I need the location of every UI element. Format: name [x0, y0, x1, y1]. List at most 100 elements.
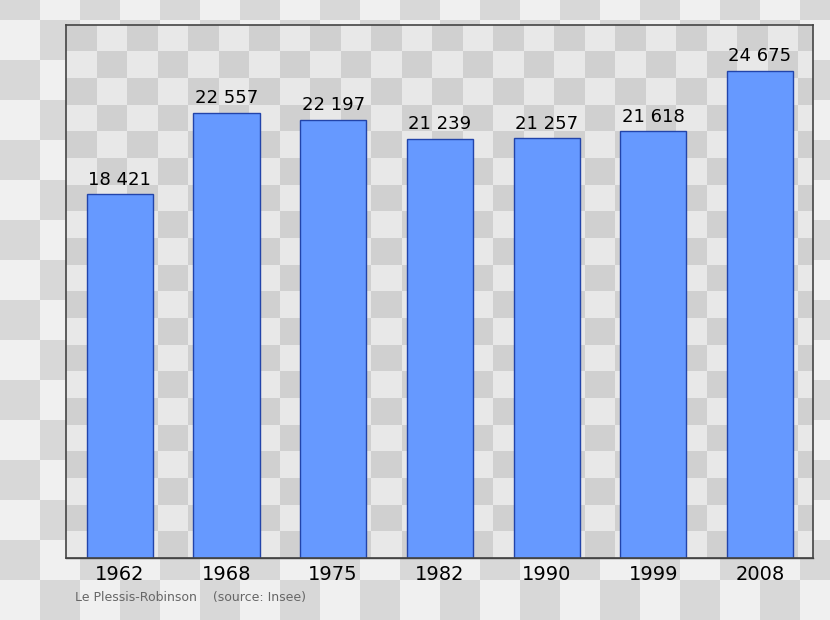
Bar — [720, 500, 760, 540]
Bar — [680, 380, 720, 420]
Bar — [480, 180, 520, 220]
Bar — [554, 25, 584, 51]
Bar — [480, 580, 520, 620]
Bar — [280, 371, 310, 398]
Bar — [768, 505, 798, 531]
Bar — [127, 345, 158, 371]
Bar — [584, 318, 615, 345]
Bar — [280, 25, 310, 51]
Bar — [680, 220, 720, 260]
Bar — [127, 51, 158, 78]
Bar — [615, 478, 646, 505]
Bar — [493, 185, 524, 211]
Bar — [560, 220, 600, 260]
Bar — [188, 478, 219, 505]
Bar — [615, 211, 646, 238]
Bar — [320, 100, 360, 140]
Bar — [560, 380, 600, 420]
Bar — [727, 71, 793, 558]
Bar — [280, 78, 310, 105]
Bar — [524, 425, 554, 451]
Bar — [280, 260, 320, 300]
Bar — [310, 318, 341, 345]
Bar — [600, 340, 640, 380]
Bar — [249, 478, 280, 505]
Bar — [219, 51, 249, 78]
Bar — [798, 531, 828, 558]
Bar — [40, 500, 80, 540]
Bar — [798, 238, 828, 265]
Bar — [0, 220, 40, 260]
Text: 21 257: 21 257 — [515, 115, 579, 133]
Bar — [97, 398, 127, 425]
Bar — [40, 300, 80, 340]
Bar — [320, 0, 360, 20]
Bar — [360, 420, 400, 460]
Bar — [768, 158, 798, 185]
Bar — [554, 345, 584, 371]
Bar — [80, 260, 120, 300]
Bar — [341, 505, 371, 531]
Bar — [280, 540, 320, 580]
Bar — [371, 78, 402, 105]
Bar — [480, 0, 520, 20]
Bar — [40, 340, 80, 380]
Bar — [828, 105, 830, 131]
Bar — [249, 345, 280, 371]
Bar — [66, 0, 97, 25]
Bar — [200, 380, 240, 420]
Bar — [97, 371, 127, 398]
Bar — [646, 265, 676, 291]
Bar — [480, 380, 520, 420]
Bar — [768, 105, 798, 131]
Bar — [524, 78, 554, 105]
Bar — [341, 291, 371, 318]
Bar — [402, 478, 432, 505]
Bar — [560, 60, 600, 100]
Bar — [640, 60, 680, 100]
Bar — [463, 531, 493, 558]
Bar — [646, 211, 676, 238]
Bar — [0, 420, 40, 460]
Bar — [310, 531, 341, 558]
Bar — [240, 100, 280, 140]
Bar — [371, 291, 402, 318]
Bar — [828, 531, 830, 558]
Bar — [676, 238, 706, 265]
Bar — [615, 158, 646, 185]
Bar — [646, 238, 676, 265]
Bar — [86, 194, 153, 558]
Bar — [80, 500, 120, 540]
Bar — [760, 140, 800, 180]
Bar — [280, 60, 320, 100]
Bar — [158, 478, 188, 505]
Bar — [341, 185, 371, 211]
Bar — [280, 20, 320, 60]
Bar — [158, 425, 188, 451]
Bar — [188, 211, 219, 238]
Bar — [615, 105, 646, 131]
Bar — [200, 60, 240, 100]
Bar — [341, 451, 371, 478]
Bar — [520, 340, 560, 380]
Bar — [402, 371, 432, 398]
Bar — [40, 260, 80, 300]
Bar — [737, 131, 768, 158]
Bar — [493, 318, 524, 345]
Bar — [120, 460, 160, 500]
Bar — [440, 220, 480, 260]
Bar — [798, 425, 828, 451]
Bar — [760, 460, 800, 500]
Bar — [493, 158, 524, 185]
Bar — [554, 505, 584, 531]
Bar — [310, 211, 341, 238]
Bar — [463, 185, 493, 211]
Bar — [320, 300, 360, 340]
Bar — [828, 345, 830, 371]
Bar — [97, 265, 127, 291]
Bar — [463, 211, 493, 238]
Bar — [463, 105, 493, 131]
Bar — [127, 505, 158, 531]
Bar — [706, 505, 737, 531]
Bar — [760, 420, 800, 460]
